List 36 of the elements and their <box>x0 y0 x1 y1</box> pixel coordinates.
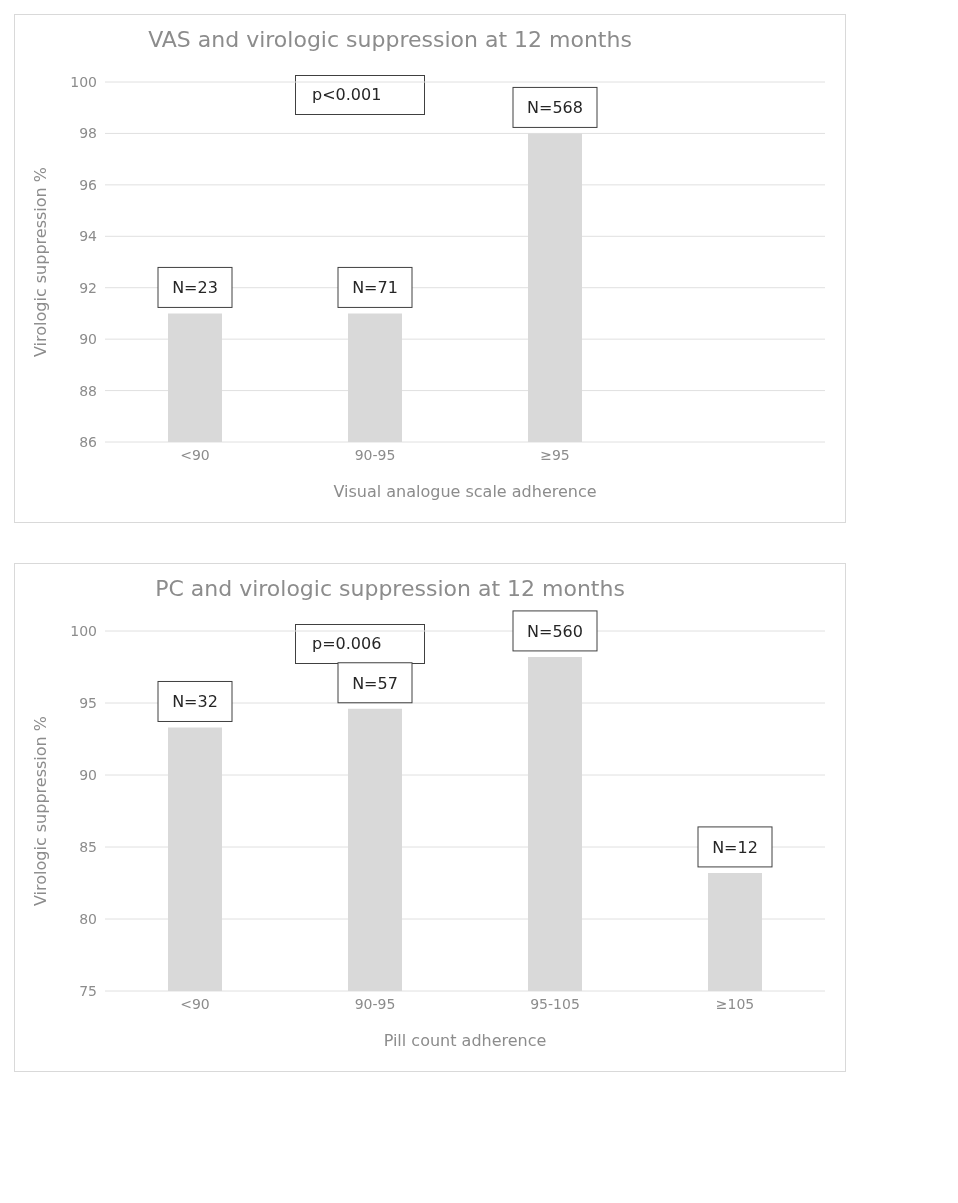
y-axis-title: Virologic suppression % <box>30 716 50 906</box>
y-tick-label: 90 <box>79 331 97 348</box>
x-tick-label: ≥105 <box>715 995 755 1012</box>
x-tick-label: <90 <box>180 995 210 1012</box>
x-tick-label: 95-105 <box>530 995 580 1012</box>
annotation: p=0.006 <box>312 633 382 655</box>
y-tick-label: 80 <box>79 910 97 927</box>
chart-title: VAS and virologic suppression at 12 months <box>147 26 633 52</box>
y-tick-label: 100 <box>70 622 97 639</box>
annotation: N=23 <box>172 278 218 298</box>
y-tick-label: 88 <box>79 382 97 399</box>
chart-title: PC and virologic suppression at 12 months <box>154 575 626 601</box>
x-tick-label: <90 <box>180 446 210 463</box>
y-tick-label: 95 <box>79 694 97 711</box>
y-axis-title: Virologic suppression % <box>30 167 50 357</box>
y-tick-label: 86 <box>79 433 98 450</box>
x-axis-title: Pill count adherence <box>383 1031 547 1050</box>
y-tick-label: 96 <box>79 176 98 193</box>
annotation: N=71 <box>352 278 398 298</box>
y-tick-label: 94 <box>79 228 98 245</box>
x-axis-title: Visual analogue scale adherence <box>333 482 597 501</box>
y-tick-label: 92 <box>79 279 97 296</box>
annotation: N=57 <box>352 673 398 693</box>
x-tick-label: 90-95 <box>354 446 396 463</box>
y-tick-label: 100 <box>70 73 97 90</box>
annotation: N=568 <box>527 98 583 118</box>
y-tick-label: 98 <box>79 125 97 142</box>
annotation: p<0.001 <box>312 84 382 106</box>
annotation: N=560 <box>527 621 583 641</box>
x-tick-label: 90-95 <box>354 995 396 1012</box>
y-tick-label: 85 <box>79 838 97 855</box>
annotation: N=32 <box>172 692 218 712</box>
x-tick-label: ≥95 <box>540 446 570 463</box>
y-tick-label: 90 <box>79 766 97 783</box>
y-tick-label: 75 <box>79 982 97 999</box>
annotation: N=12 <box>712 837 758 857</box>
